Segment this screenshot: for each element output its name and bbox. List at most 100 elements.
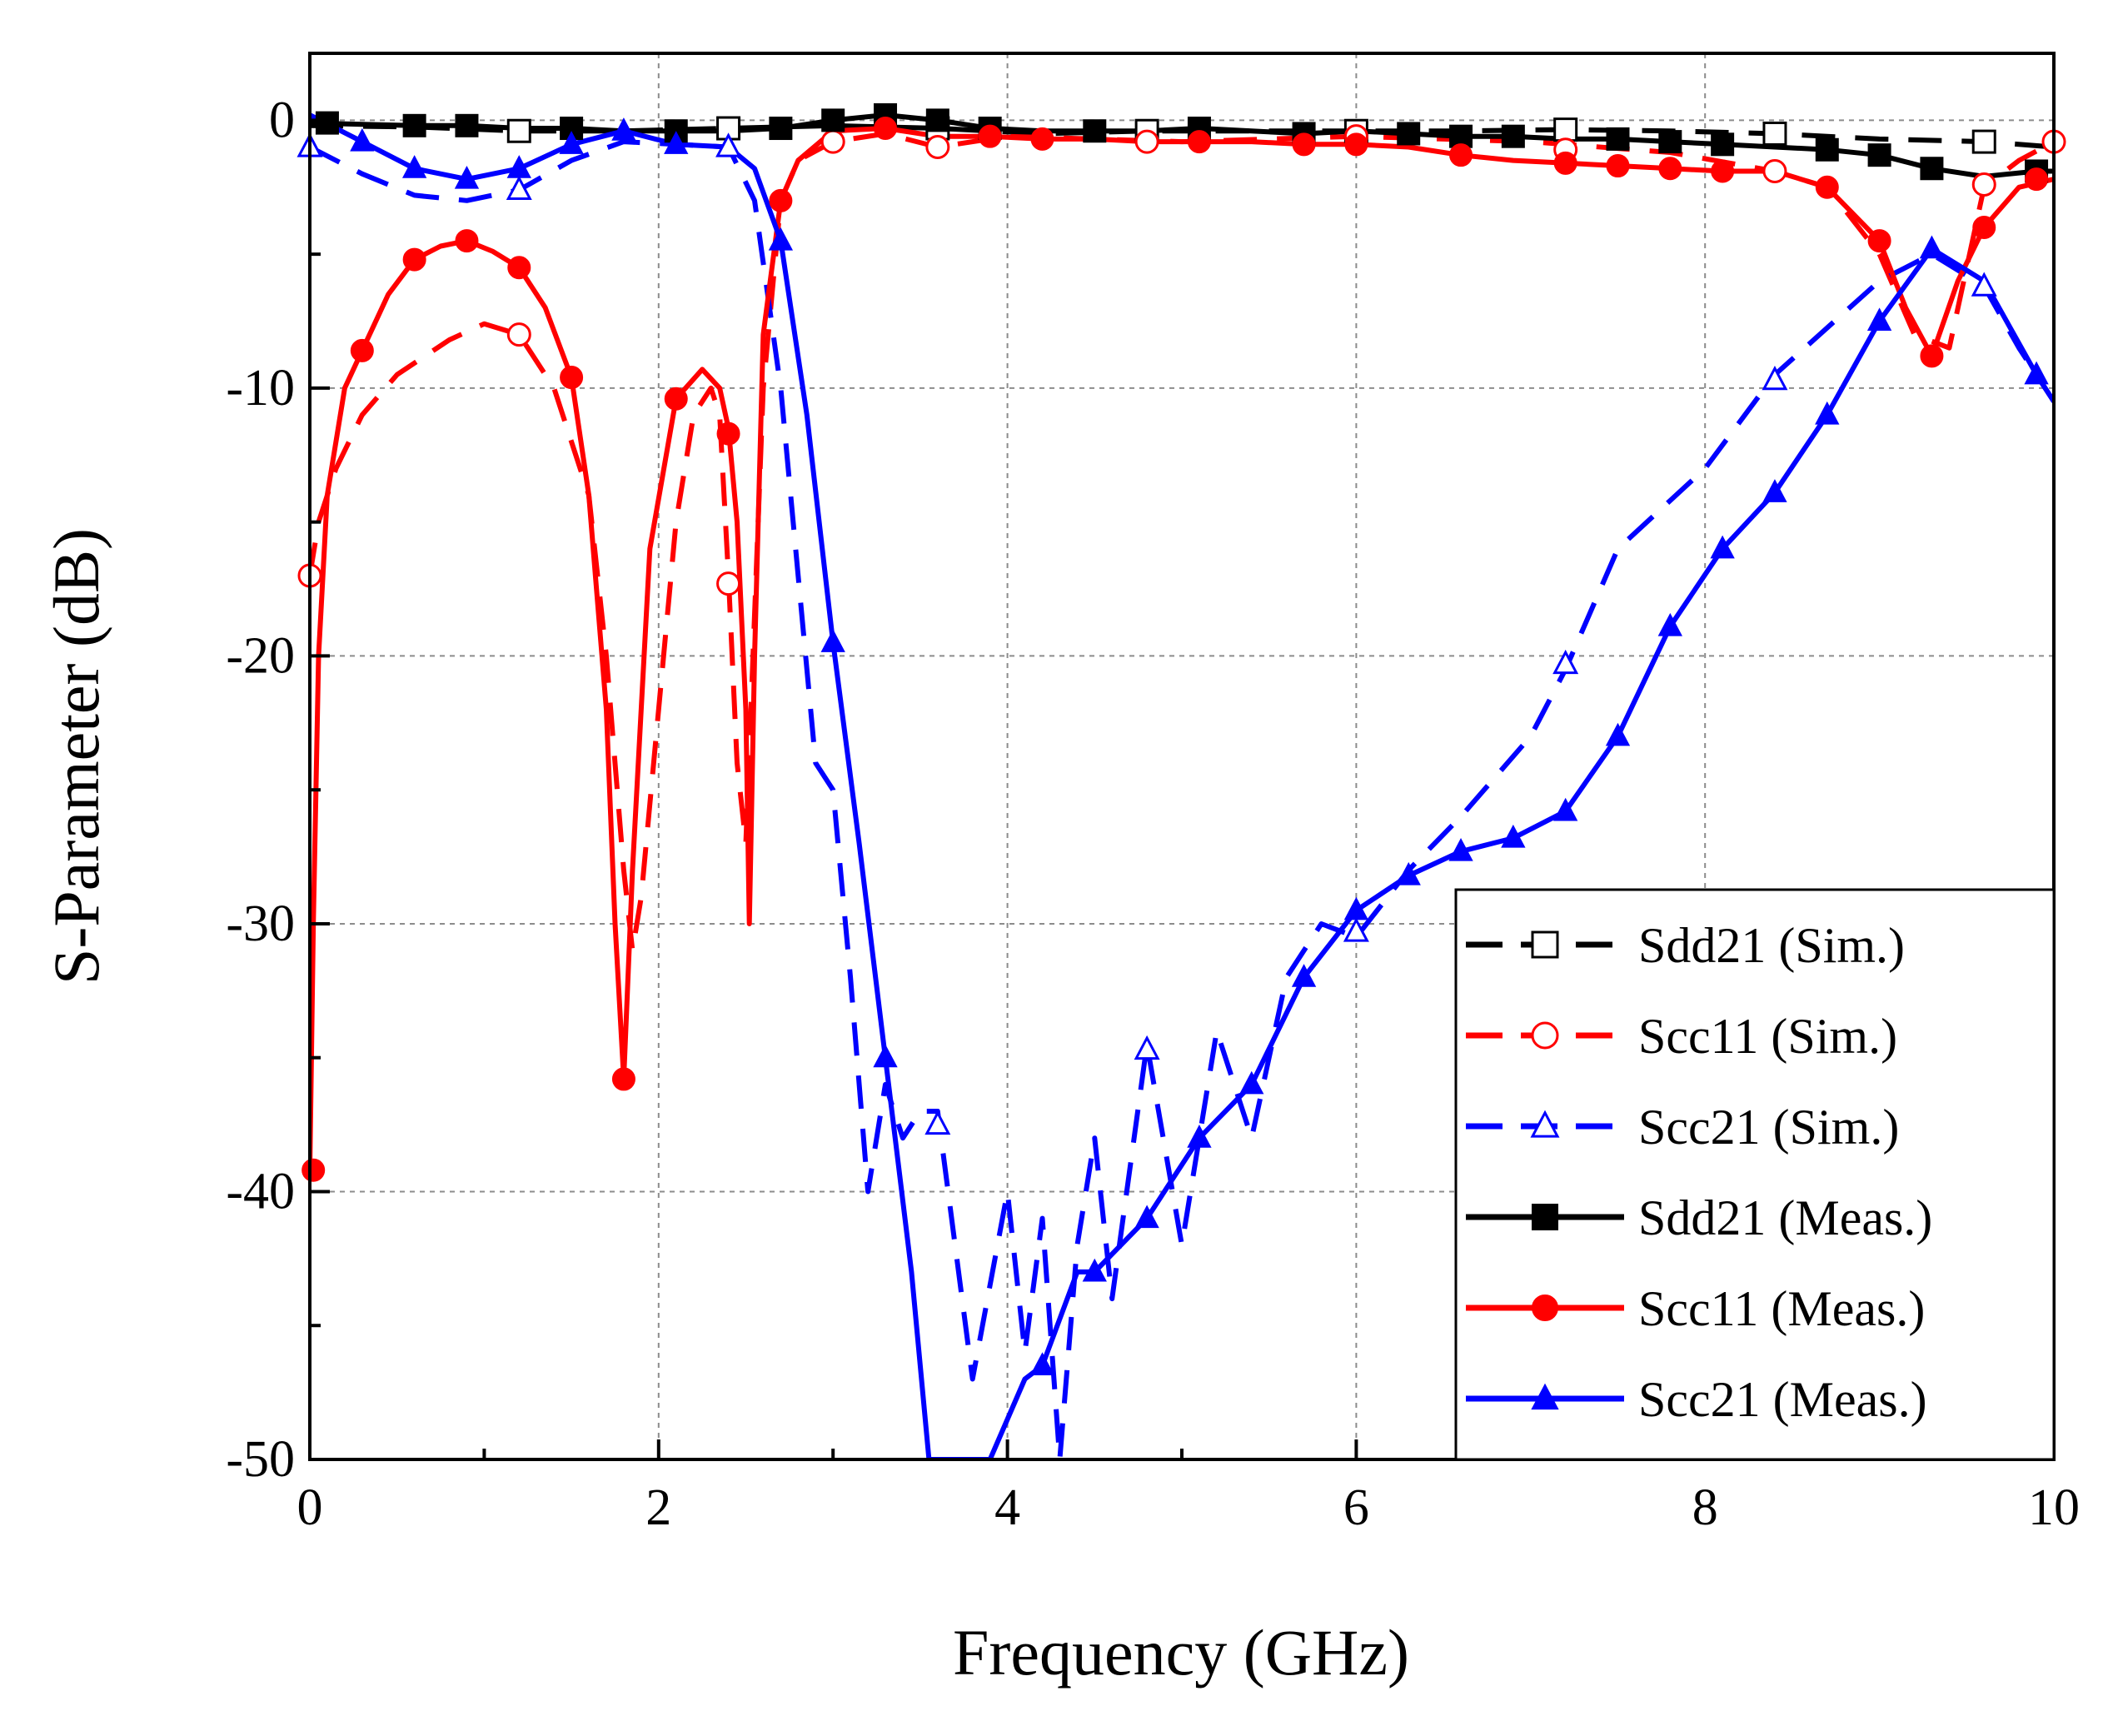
legend-marker-scc11-meas [1532,1295,1558,1321]
data-point-scc21-meas [1448,837,1473,861]
legend-label-scc11-sim: Scc11 (Sim.) [1638,1009,1897,1064]
data-point-scc11-meas [1292,132,1316,157]
data-point-scc11-meas [716,422,740,446]
y-tick-labels: 0 -10 -20 -30 -40 -50 [226,92,295,1488]
data-point-scc21-sim [1762,366,1788,391]
data-point-scc11-meas [664,387,688,411]
x-tick-label: 8 [1692,1479,1718,1536]
data-point-scc21-meas [1029,1352,1055,1375]
series-line-scc21-meas [310,112,2054,1459]
data-point-scc21-meas [1866,307,1892,332]
data-point-sdd21-meas [560,117,584,141]
y-tick-label: -40 [226,1163,295,1220]
data-point-scc11-sim [1971,172,1996,197]
legend-marker-sdd21-sim [1531,930,1559,959]
data-point-scc21-meas [1605,722,1631,746]
data-point-sdd21-sim [1971,129,1996,154]
x-tick-label: 6 [1343,1479,1369,1536]
series-line-scc21-sim [310,139,2054,1459]
data-point-scc11-meas [1815,175,1839,199]
legend-marker-scc21-sim [1530,1110,1560,1138]
y-tick-label: -50 [226,1431,295,1488]
data-point-scc11-meas [1553,151,1577,175]
data-point-sdd21-meas [1083,119,1107,143]
data-point-scc21-sim [715,132,742,157]
data-point-scc21-meas [1291,964,1317,987]
data-point-scc11-meas [769,188,793,212]
x-tick-label: 10 [2028,1479,2080,1536]
x-tick-labels: 0 2 4 6 8 10 [297,1479,2081,1536]
data-point-scc11-meas [2025,167,2049,192]
legend-label-scc21-sim: Scc21 (Sim.) [1638,1100,1899,1155]
data-point-scc21-meas [1815,401,1840,425]
data-point-sdd21-meas [925,108,949,132]
data-point-scc21-meas [1919,235,1945,259]
data-point-sdd21-meas [769,117,793,141]
data-point-scc11-meas [1658,157,1682,181]
data-point-scc21-meas [401,155,427,178]
data-point-scc21-meas [820,629,845,652]
data-point-scc21-meas [1082,1258,1107,1282]
legend-marker-sdd21-meas [1532,1204,1558,1230]
data-point-sdd21-sim [1762,121,1787,146]
data-point-scc11-sim [716,571,741,596]
data-point-scc21-sim [1971,272,1997,297]
data-point-scc21-meas [1343,896,1369,920]
data-point-scc21-meas [454,165,480,189]
data-point-scc21-meas [1396,861,1421,885]
data-point-scc21-meas [1187,1124,1212,1148]
legend-box [1454,888,2056,1461]
y-tick-label: 0 [269,92,295,148]
data-point-scc21-meas [1239,1070,1264,1095]
data-point-sdd21-meas [1606,127,1630,151]
data-point-scc21-sim [506,175,532,201]
data-point-scc11-meas [978,124,1002,148]
series-line-scc11-meas [310,126,2054,1170]
data-point-scc21-sim [1552,649,1579,675]
x-tick-label: 2 [645,1479,671,1536]
data-point-sdd21-meas [1501,124,1525,148]
data-point-scc11-meas [1920,344,1944,368]
y-axis-title: S-Parameter (dB) [40,528,112,985]
legend: Sdd21 (Sim.) Scc11 (Sim.) Scc21 (Sim.) Sdd2… [1454,888,2056,1461]
data-point-scc11-meas [402,247,426,272]
data-point-scc11-meas [560,366,584,390]
data-point-scc11-meas [1030,127,1054,151]
data-point-sdd21-meas [1815,137,1839,162]
data-point-scc11-meas [455,229,479,253]
legend-label-scc11-meas: Scc11 (Meas.) [1638,1281,1925,1336]
data-point-scc21-meas [664,131,689,154]
data-point-sdd21-sim [716,116,741,141]
data-point-scc21-meas [873,1044,898,1068]
data-point-scc21-meas [1501,824,1526,848]
data-point-scc11-meas [1711,159,1735,183]
x-tick-label: 0 [297,1479,323,1536]
legend-marker-scc11-sim [1531,1021,1559,1050]
data-point-scc11-meas [1187,130,1211,154]
data-point-scc11-meas [1867,229,1891,253]
y-tick-label: -10 [226,360,295,417]
data-point-scc11-sim [820,129,845,154]
data-point-scc11-meas [1449,143,1473,167]
data-point-sdd21-meas [1658,130,1682,154]
data-point-scc21-meas [611,117,636,141]
data-point-scc11-meas [350,338,374,362]
x-tick-label: 4 [994,1479,1020,1536]
legend-label-sdd21-sim: Sdd21 (Sim.) [1638,918,1905,973]
marker-layer [297,102,2066,1375]
data-point-scc21-sim [1343,917,1369,942]
legend-marker-scc21-meas [1531,1383,1559,1410]
data-point-scc11-sim [925,135,950,160]
data-point-scc11-meas [1344,132,1368,157]
data-point-sdd21-meas [455,113,479,137]
data-point-scc11-sim [1134,129,1159,154]
y-tick-label: -20 [226,627,295,684]
x-axis-title: Frequency (GHz) [953,1616,1409,1689]
data-point-scc21-meas [1553,797,1578,821]
data-point-sdd21-meas [1920,157,1944,181]
data-point-sdd21-meas [402,113,426,137]
data-point-scc21-meas [506,155,531,178]
data-point-scc21-meas [1657,612,1682,636]
legend-label-scc21-meas: Scc21 (Meas.) [1638,1372,1927,1427]
